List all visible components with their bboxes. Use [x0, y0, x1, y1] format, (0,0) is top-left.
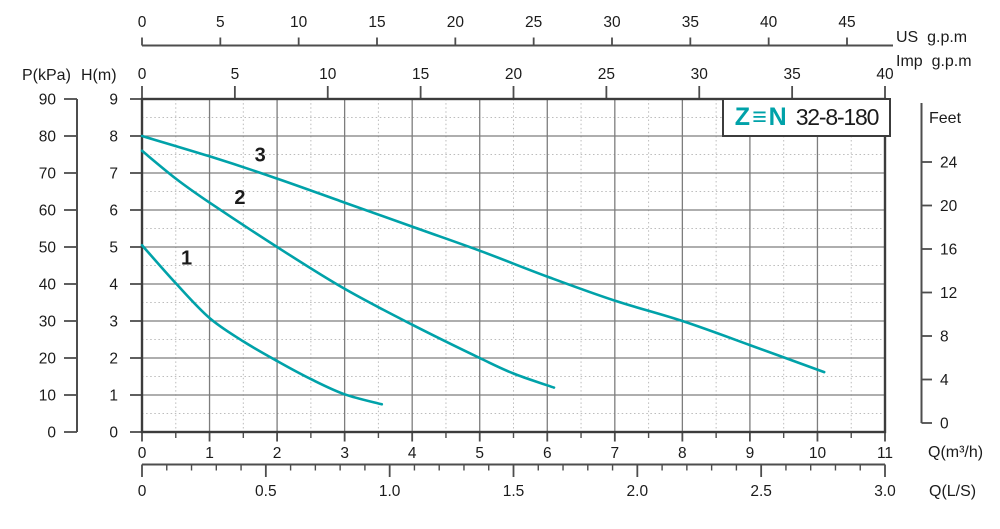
svg-text:50: 50 — [39, 240, 57, 257]
svg-text:1.0: 1.0 — [379, 483, 401, 500]
svg-text:1: 1 — [109, 388, 118, 405]
svg-text:10: 10 — [290, 14, 308, 31]
h-m-axis: 9 8 7 6 5 4 3 2 1 0 — [109, 92, 142, 442]
svg-text:25: 25 — [525, 14, 542, 31]
svg-text:25: 25 — [598, 66, 615, 83]
svg-text:0: 0 — [940, 416, 949, 433]
p-kpa-axis-title: P(kPa) — [22, 67, 71, 84]
svg-text:0: 0 — [138, 483, 147, 500]
svg-text:11: 11 — [877, 445, 893, 462]
q-ls-axis-title: Q(L/S) — [929, 483, 977, 500]
svg-text:6: 6 — [109, 203, 118, 220]
svg-text:80: 80 — [39, 129, 57, 146]
svg-text:5: 5 — [231, 66, 240, 83]
svg-text:15: 15 — [412, 66, 429, 83]
svg-text:20: 20 — [447, 14, 465, 31]
p-kpa-axis: 90 80 70 60 50 40 30 20 10 0 — [39, 92, 78, 442]
svg-text:9: 9 — [746, 445, 755, 462]
svg-text:35: 35 — [784, 66, 801, 83]
svg-text:4: 4 — [109, 277, 118, 294]
svg-text:0: 0 — [138, 445, 147, 462]
svg-text:8: 8 — [678, 445, 687, 462]
svg-text:70: 70 — [39, 166, 57, 183]
pump-curves — [140, 134, 826, 406]
model-number: 32-8-180 — [795, 104, 880, 130]
svg-text:4: 4 — [940, 372, 949, 389]
svg-text:35: 35 — [682, 14, 699, 31]
svg-text:15: 15 — [368, 14, 385, 31]
svg-text:7: 7 — [109, 166, 118, 183]
svg-text:3: 3 — [340, 445, 349, 462]
svg-text:0: 0 — [47, 425, 56, 442]
svg-text:1: 1 — [181, 247, 192, 269]
svg-text:30: 30 — [603, 14, 621, 31]
svg-text:10: 10 — [39, 388, 57, 405]
pump-curve-2 — [140, 149, 556, 389]
svg-text:5: 5 — [475, 445, 484, 462]
svg-text:2.5: 2.5 — [750, 483, 772, 500]
svg-text:40: 40 — [876, 66, 894, 83]
svg-text:8: 8 — [109, 129, 118, 146]
svg-text:0.5: 0.5 — [255, 483, 277, 500]
svg-text:3: 3 — [109, 314, 118, 331]
svg-text:2.0: 2.0 — [627, 483, 649, 500]
svg-text:10: 10 — [319, 66, 337, 83]
svg-text:0: 0 — [138, 14, 147, 31]
imp-gpm-axis: 0 5 10 15 20 25 30 35 40 — [138, 66, 894, 99]
svg-text:5: 5 — [216, 14, 225, 31]
svg-text:8: 8 — [940, 329, 949, 346]
svg-text:2: 2 — [109, 351, 118, 368]
q-m3h-axis-title: Q(m³/h) — [928, 444, 984, 461]
svg-text:30: 30 — [39, 314, 57, 331]
model-badge: Z≡N 32-8-180 — [722, 98, 891, 137]
svg-text:4: 4 — [408, 445, 417, 462]
h-m-axis-title: H(m) — [81, 67, 117, 84]
svg-text:6: 6 — [543, 445, 552, 462]
imp-gpm-axis-title: Imp g.p.m — [896, 53, 972, 70]
plot-border — [140, 97, 887, 434]
feet-axis-title: Feet — [929, 110, 962, 127]
grid-major — [142, 99, 885, 432]
svg-text:24: 24 — [940, 155, 958, 172]
svg-text:9: 9 — [109, 92, 118, 109]
q-ls-axis: 0 0.5 1.0 1.5 2.0 2.5 3.0 — [138, 463, 896, 500]
us-gpm-axis-title: US g.p.m — [896, 29, 968, 46]
svg-text:1.5: 1.5 — [503, 483, 525, 500]
svg-text:2: 2 — [234, 187, 245, 209]
us-gpm-axis: 0 5 10 15 20 25 30 35 40 45 — [138, 14, 893, 47]
pump-curve-1 — [140, 243, 384, 406]
svg-text:2: 2 — [273, 445, 282, 462]
svg-text:1: 1 — [205, 445, 214, 462]
curve-labels: 1 23 — [181, 145, 266, 270]
svg-text:5: 5 — [109, 240, 118, 257]
svg-text:3.0: 3.0 — [874, 483, 896, 500]
svg-text:45: 45 — [838, 14, 855, 31]
svg-text:0: 0 — [138, 66, 147, 83]
svg-text:0: 0 — [109, 425, 118, 442]
svg-text:20: 20 — [39, 351, 57, 368]
feet-axis: 24 20 16 12 8 4 0 — [920, 103, 958, 433]
svg-text:3: 3 — [255, 145, 266, 167]
svg-text:10: 10 — [809, 445, 827, 462]
svg-text:12: 12 — [940, 285, 957, 302]
svg-text:40: 40 — [760, 14, 778, 31]
svg-text:40: 40 — [39, 277, 57, 294]
svg-text:60: 60 — [39, 203, 57, 220]
svg-text:20: 20 — [505, 66, 523, 83]
svg-text:7: 7 — [611, 445, 620, 462]
svg-text:90: 90 — [39, 92, 57, 109]
pump-curve-3 — [140, 134, 826, 374]
q-m3h-axis: 0 1 2 3 4 5 6 7 8 9 10 11 — [138, 432, 893, 462]
svg-text:30: 30 — [691, 66, 709, 83]
svg-text:20: 20 — [940, 198, 958, 215]
svg-text:16: 16 — [940, 242, 957, 259]
brand-logo: Z≡N — [734, 103, 789, 131]
grid-minor — [142, 99, 885, 432]
